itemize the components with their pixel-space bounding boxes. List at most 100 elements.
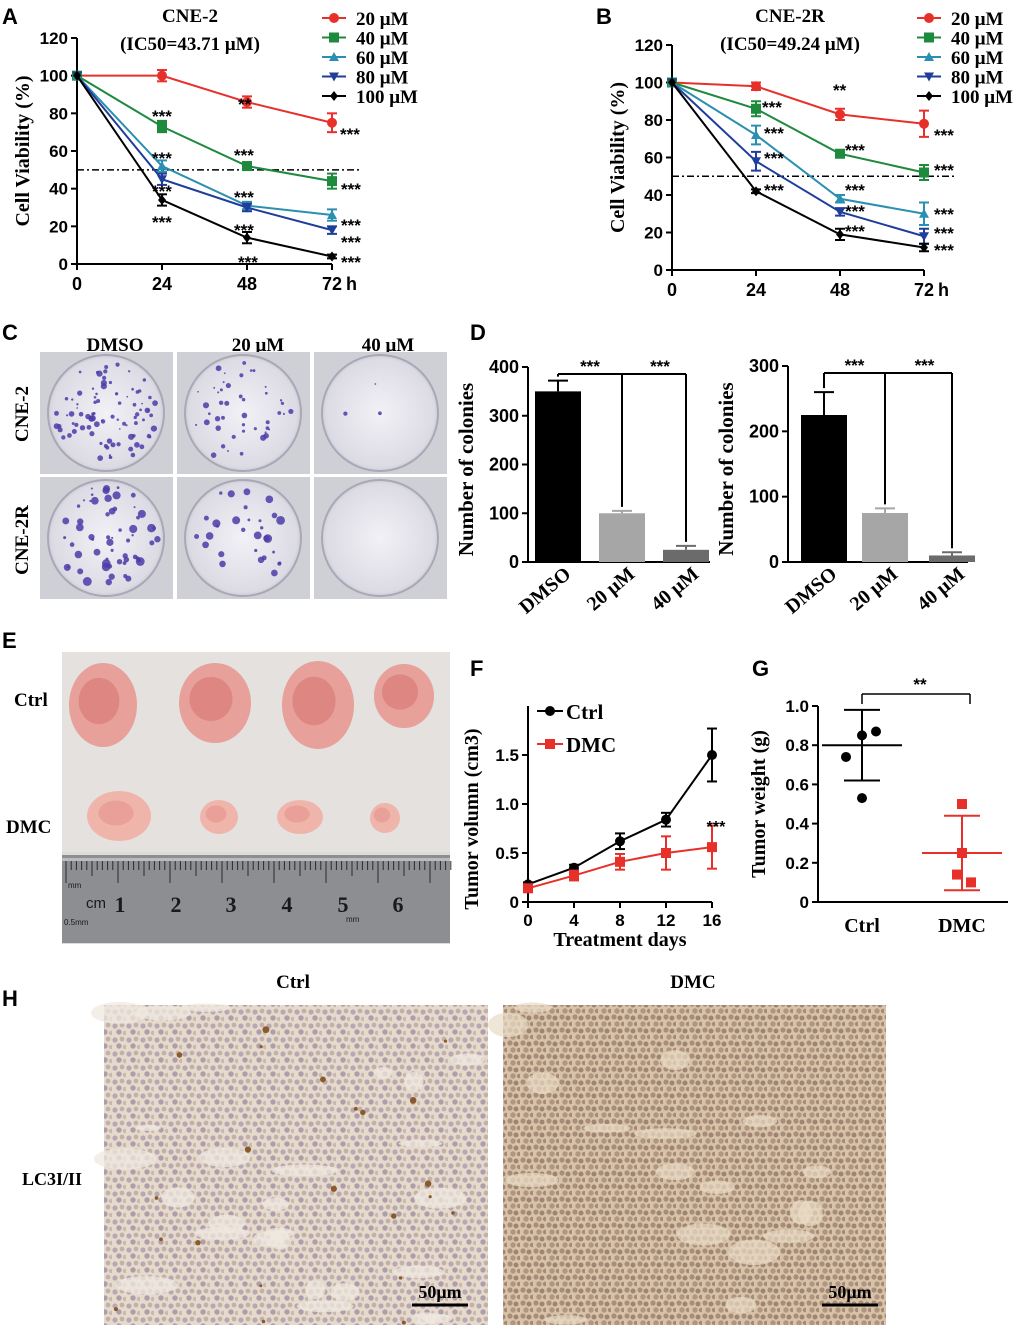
- colony-dot: [378, 411, 382, 416]
- colony-dot: [78, 411, 84, 417]
- legend-label: 40 μM: [356, 29, 409, 50]
- colony-dot: [249, 369, 253, 372]
- chart-b-cne2r-viability: 0 20 40 60 80 100 120 0 24 48 72 h Cell Viability (%…: [607, 6, 1013, 300]
- stroma-streak: [544, 1315, 587, 1325]
- colony-dot: [116, 486, 120, 490]
- colony-dot: [277, 411, 282, 415]
- data-point: [835, 148, 845, 159]
- ruler-unit: cm: [86, 895, 106, 912]
- colony-dot: [71, 429, 77, 435]
- data-point: [327, 176, 337, 187]
- colony-dot: [137, 389, 142, 393]
- colony-dot: [134, 412, 140, 417]
- colony-dot: [101, 562, 111, 572]
- data-point: [242, 203, 252, 213]
- stroma-streak: [412, 1312, 441, 1325]
- colony-dot: [247, 518, 251, 522]
- colony-dot: [110, 444, 113, 446]
- panel-letter-a: A: [2, 4, 18, 29]
- ruler: cm mm 0.5mm mm 1 2 3 4 5 6: [62, 855, 452, 943]
- colony-dot: [90, 493, 94, 496]
- colony-dot: [277, 561, 282, 566]
- series-line: [671, 81, 925, 238]
- colony-dot: [118, 428, 121, 430]
- colony-dot: [91, 387, 95, 390]
- data-point: [857, 730, 867, 741]
- stroma-streak: [728, 1239, 780, 1266]
- significance-stars: ***: [845, 222, 865, 241]
- colony-dot: [220, 444, 226, 449]
- brown-puncta: [195, 1240, 201, 1246]
- colony-dot: [123, 556, 130, 563]
- colony-dot: [150, 425, 158, 432]
- colony-dot: [194, 534, 200, 539]
- data-point: [919, 118, 929, 129]
- series-line: [671, 81, 925, 125]
- significance-stars: ***: [845, 202, 865, 221]
- colony-dot: [142, 378, 147, 382]
- legend-marker: [545, 739, 555, 749]
- culture-dish: [184, 354, 302, 472]
- colony-dot: [152, 526, 156, 531]
- ruler-number: 3: [226, 892, 237, 917]
- legend-marker: [924, 52, 934, 61]
- data-point: [751, 130, 761, 139]
- legend-label: 20 μM: [356, 9, 409, 30]
- significance-stars: **: [913, 675, 927, 694]
- colony-dot: [123, 574, 128, 579]
- legend-label: 80 μM: [951, 68, 1004, 89]
- bar: [535, 391, 581, 562]
- colony-dot: [82, 577, 92, 586]
- colony-dot: [91, 537, 95, 541]
- y-tick-label: 200: [489, 455, 519, 475]
- colony-dot: [242, 361, 247, 365]
- brown-puncta: [244, 1146, 252, 1153]
- stroma-streak: [330, 1283, 360, 1301]
- col-label-dmso: DMSO: [87, 335, 144, 356]
- colony-dot: [108, 380, 113, 385]
- colony-dot: [74, 550, 83, 559]
- data-point: [835, 193, 845, 203]
- panel-c-colony-images: DMSO 20 μM 40 μM CNE-2 CNE-2R: [12, 335, 447, 599]
- data-point: [751, 81, 761, 92]
- brown-puncta: [259, 1045, 263, 1049]
- colony-dot: [68, 411, 75, 417]
- legend-label: 60 μM: [951, 48, 1004, 69]
- colony-dot: [89, 415, 96, 422]
- significance-stars: ***: [934, 126, 954, 145]
- stroma-streak: [134, 1005, 192, 1021]
- colony-dot: [116, 442, 121, 447]
- significance-stars: ***: [934, 161, 954, 180]
- stroma-streak: [161, 1187, 195, 1208]
- x-tick-label: 48: [237, 274, 257, 294]
- data-point: [327, 117, 337, 128]
- bar: [599, 513, 645, 562]
- brown-puncta: [409, 1096, 417, 1104]
- significance-stars: ***: [845, 141, 865, 160]
- colony-dot: [222, 381, 225, 384]
- y-tick-label: 100: [489, 503, 519, 523]
- legend-marker: [329, 13, 339, 23]
- colony-dot: [139, 444, 145, 450]
- significance-stars: ***: [152, 107, 172, 126]
- y-tick-label: 0.2: [785, 854, 809, 873]
- x-tick-label: 24: [746, 280, 766, 300]
- x-tick-label: 20 μM: [846, 563, 903, 615]
- colony-dot: [197, 390, 199, 393]
- x-tick-label: Ctrl: [844, 915, 880, 937]
- colony-dot: [219, 560, 226, 568]
- colony-dot: [79, 425, 86, 431]
- colony-dot: [146, 409, 150, 412]
- ihc-col-label-ctrl: Ctrl: [276, 972, 310, 993]
- x-tick-label: 4: [569, 911, 579, 930]
- y-tick-label: 100: [749, 487, 779, 507]
- colony-dot: [260, 526, 264, 530]
- chart-subtitle: (IC50=43.71 μM): [120, 34, 260, 55]
- x-tick-label: 72: [322, 274, 342, 294]
- data-point: [751, 103, 761, 114]
- colony-dot: [53, 423, 60, 430]
- stroma-streak: [676, 1223, 731, 1246]
- brown-puncta: [398, 1276, 403, 1280]
- colony-dot: [131, 534, 134, 537]
- data-point: [836, 229, 844, 240]
